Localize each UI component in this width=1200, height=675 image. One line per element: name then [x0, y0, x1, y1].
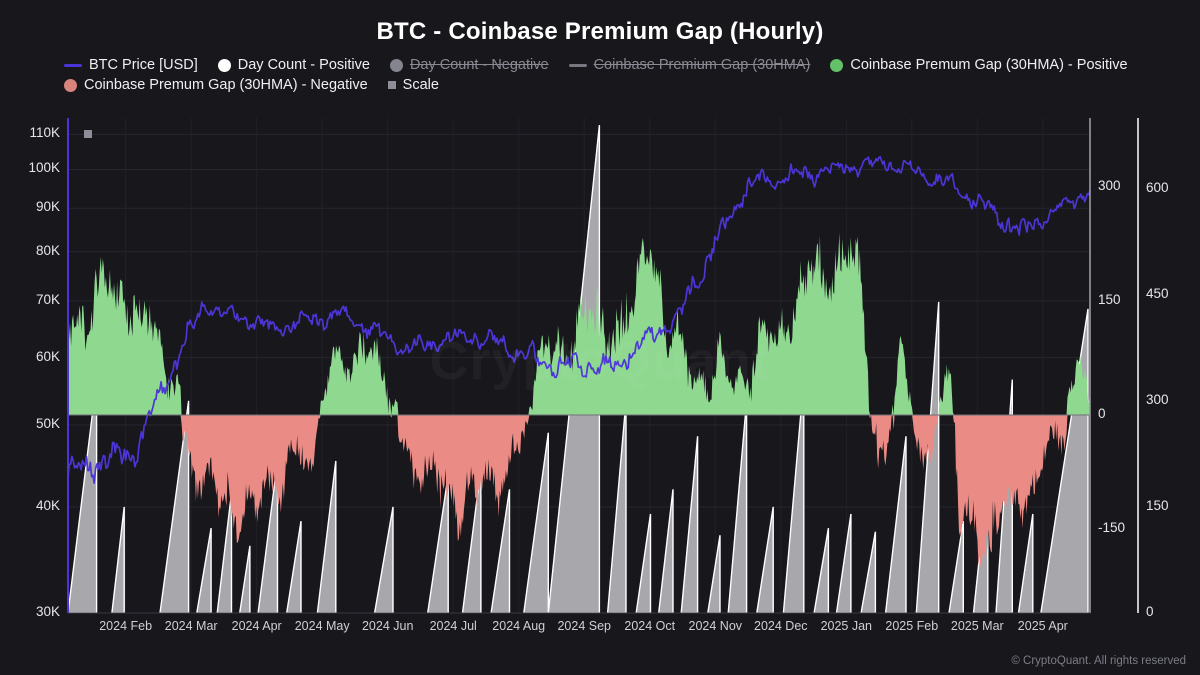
day-count-ramp	[948, 520, 964, 613]
scale-marker-icon	[84, 130, 92, 138]
y-axis-day-count-tick: 0	[1146, 604, 1154, 619]
day-count-ramp	[196, 527, 212, 613]
y-axis-day-count-tick: 150	[1146, 497, 1169, 513]
dot-icon	[389, 58, 403, 72]
y-axis-price-tick: 80K	[35, 242, 60, 258]
day-count-ramp	[606, 400, 627, 613]
legend-item-label: BTC Price [USD]	[89, 57, 198, 73]
dot-icon	[64, 78, 77, 92]
day-count-ramp	[813, 527, 830, 613]
day-count-ramp	[657, 489, 674, 613]
y-axis-premium-gap-tick: -150	[1098, 520, 1126, 536]
page-title: BTC - Coinbase Premium Gap (Hourly)	[376, 18, 824, 45]
legend-item-label: Day Count - Negative	[409, 57, 549, 73]
legend-item-label: Coinbase Premum Gap (30HMA) - Negative	[84, 77, 368, 93]
copyright-notice: © CryptoQuant. All rights reserved	[1011, 655, 1186, 667]
series-day-count-positive	[68, 125, 1089, 613]
legend-item-6[interactable]: Scale	[387, 77, 439, 93]
day-count-ramp	[216, 492, 233, 613]
x-axis-tick: 2025 Feb	[885, 619, 939, 633]
legend-item-4[interactable]: Coinbase Premum Gap (30HMA) - Positive	[830, 57, 1128, 73]
day-count-ramp	[835, 513, 852, 613]
legend-item-0[interactable]: BTC Price [USD]	[64, 57, 198, 73]
day-count-ramp	[159, 400, 190, 613]
day-count-ramp	[373, 506, 394, 613]
day-count-ramp	[1017, 513, 1034, 613]
series-premium-gap-negative	[68, 415, 1090, 567]
x-axis-tick: 2025 Mar	[950, 619, 1004, 633]
y-axis-day-count-tick: 300	[1146, 391, 1169, 407]
chart-legend: BTC Price [USD] Day Count - Positive Day C…	[64, 57, 1164, 93]
y-axis-price-tick: 100K	[28, 160, 60, 176]
y-axis-premium-gap-tick: 0	[1098, 406, 1106, 421]
x-axis-tick: 2025 Jan	[820, 619, 872, 633]
day-count-ramp	[1040, 308, 1089, 613]
day-count-ramp	[915, 301, 940, 613]
x-axis-tick: 2024 Nov	[688, 619, 743, 633]
x-axis-tick: 2024 Sep	[557, 619, 611, 633]
day-count-ramp	[111, 506, 125, 613]
x-axis-tick: 2024 Jun	[361, 619, 414, 633]
day-count-ramp	[523, 432, 549, 613]
y-axis-price-tick: 60K	[35, 348, 60, 364]
x-axis-tick: 2024 Oct	[624, 619, 676, 633]
y-axis-price-tick: 90K	[35, 199, 60, 215]
day-count-ramp	[285, 520, 302, 613]
day-count-ramp	[782, 379, 805, 613]
day-count-ramp	[635, 513, 652, 613]
y-axis-price-tick: 110K	[29, 125, 60, 141]
square-icon	[387, 81, 396, 89]
day-count-ramp	[860, 531, 877, 613]
legend-item-3[interactable]: Coinbase Premium Gap (30HMA)	[568, 57, 811, 73]
day-count-ramp	[756, 506, 774, 613]
x-axis-tick: 2024 May	[294, 619, 350, 633]
y-axis-premium-gap-tick: 150	[1098, 291, 1121, 307]
legend-item-label: Day Count - Positive	[237, 57, 370, 73]
x-axis-tick: 2024 Mar	[164, 619, 218, 633]
day-count-ramp	[461, 467, 482, 613]
day-count-ramp	[490, 489, 511, 613]
y-axis-price-tick: 70K	[35, 291, 60, 307]
y-axis-premium-gap-tick: 300	[1098, 177, 1121, 193]
legend-item-label: Coinbase Premium Gap (30HMA)	[593, 57, 811, 73]
x-axis-tick: 2024 Aug	[492, 619, 546, 633]
x-axis-tick: 2024 Apr	[231, 619, 282, 633]
x-axis-tick: 2024 Dec	[754, 619, 808, 633]
x-axis-tick: 2025 Apr	[1017, 619, 1068, 633]
legend-item-5[interactable]: Coinbase Premum Gap (30HMA) - Negative	[64, 77, 368, 93]
legend-item-1[interactable]: Day Count - Positive	[217, 57, 370, 73]
y-axis-price-tick: 30K	[35, 604, 60, 619]
y-axis-day-count-tick: 600	[1146, 179, 1169, 195]
day-count-ramp	[680, 436, 699, 613]
day-count-ramp	[257, 460, 279, 613]
day-count-ramp	[707, 535, 721, 613]
series-premium-gap	[68, 232, 1090, 567]
day-count-ramp	[727, 400, 748, 613]
dot-icon	[217, 58, 231, 72]
series-premium-gap-positive	[68, 232, 1090, 415]
series-btc-price	[68, 155, 1090, 484]
legend-item-2[interactable]: Day Count - Negative	[389, 57, 549, 73]
y-axis-price-tick: 50K	[35, 415, 60, 431]
y-axis-day-count-tick: 450	[1146, 285, 1169, 301]
day-count-ramp	[238, 545, 251, 613]
dot-icon	[830, 58, 844, 72]
line-icon	[64, 63, 82, 67]
legend-item-label: Coinbase Premum Gap (30HMA) - Positive	[850, 57, 1128, 73]
day-count-ramp	[426, 474, 449, 613]
day-count-ramp	[884, 436, 907, 613]
day-count-ramp	[68, 379, 98, 613]
day-count-ramp	[316, 460, 337, 613]
x-axis-tick: 2024 Feb	[99, 619, 153, 633]
legend-item-label: Scale	[402, 77, 439, 93]
y-axis-price-tick: 40K	[35, 498, 60, 514]
line-icon	[568, 63, 587, 67]
x-axis-tick: 2024 Jul	[429, 619, 477, 633]
